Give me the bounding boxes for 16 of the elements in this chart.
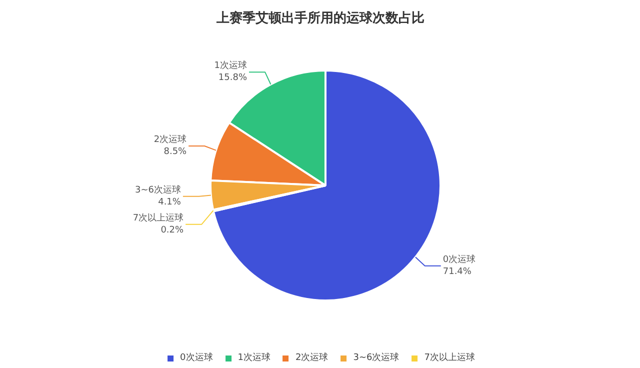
slice-label: 3~6次运球 — [134, 184, 181, 196]
slice-label: 0次运球 — [442, 254, 476, 265]
slice-label: 7次以上运球 — [132, 212, 184, 224]
data-label: 71.4% — [442, 266, 472, 277]
legend-label: 0次运球 — [180, 352, 213, 364]
data-label: 4.1% — [158, 197, 182, 208]
data-label: 8.5% — [164, 147, 188, 158]
legend-label: 1次运球 — [238, 352, 270, 364]
slice-label: 2次运球 — [154, 134, 187, 146]
data-label: 0.2% — [160, 225, 184, 236]
data-label: 15.8% — [218, 73, 248, 84]
slice-label: 1次运球 — [214, 60, 248, 72]
chart-title: 上赛季艾顿出手所用的运球次数占比 — [216, 10, 424, 26]
legend-label: 3~6次运球 — [353, 352, 400, 364]
legend-label: 7次以上运球 — [424, 352, 475, 364]
legend-label: 2次运球 — [296, 352, 328, 364]
